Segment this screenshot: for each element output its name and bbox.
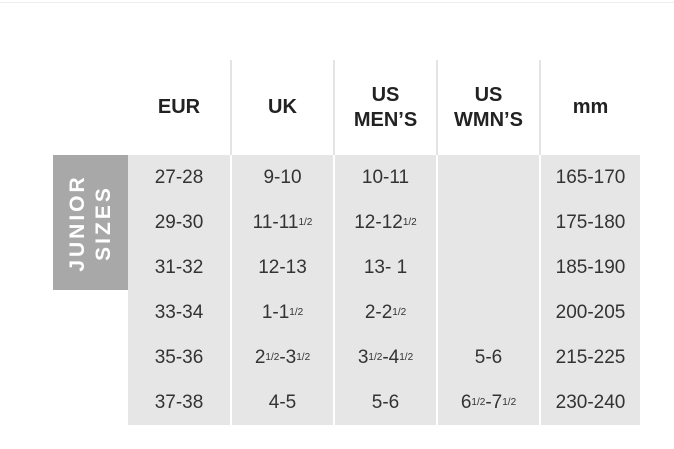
cell-text: 230-240 bbox=[555, 391, 626, 413]
table-cell bbox=[438, 200, 539, 245]
cell-text: 33-34 bbox=[154, 301, 204, 323]
table-cell: 31-32 bbox=[128, 245, 230, 290]
cell-text: -7 bbox=[485, 391, 503, 413]
cell-text: 5-6 bbox=[371, 391, 400, 413]
cell-text: 35-36 bbox=[154, 346, 204, 368]
table-cell: 11-11 1/2 bbox=[232, 200, 333, 245]
table-cell: 165-170 bbox=[541, 155, 640, 200]
column-header: mm bbox=[541, 60, 640, 155]
table-cell: 3 1/2 -4 1/2 bbox=[335, 335, 436, 380]
header-line: WMN’S bbox=[454, 108, 523, 131]
cell-text: 4-5 bbox=[268, 391, 297, 413]
cell-text: 1-1 bbox=[261, 301, 290, 323]
side-label: JUNIOR SIZES bbox=[65, 174, 117, 271]
cell-text: -4 bbox=[382, 346, 400, 368]
cell-text: 13- 1 bbox=[363, 256, 408, 278]
header-line: US bbox=[371, 83, 400, 106]
table-cell: 4-5 bbox=[232, 380, 333, 425]
table-cell: 12-13 bbox=[232, 245, 333, 290]
side-label-line: SIZES bbox=[91, 184, 115, 261]
cell-text: 10-11 bbox=[361, 166, 410, 188]
cell-text: 2 bbox=[254, 346, 266, 368]
table-cell: 29-30 bbox=[128, 200, 230, 245]
cell-text: 27-28 bbox=[154, 166, 204, 188]
table-cell: 200-205 bbox=[541, 290, 640, 335]
table-cell: 12-12 1/2 bbox=[335, 200, 436, 245]
column-header: UK bbox=[232, 60, 333, 155]
table-cell: 185-190 bbox=[541, 245, 640, 290]
cell-text: 12-12 bbox=[354, 211, 403, 233]
side-label-box: JUNIOR SIZES bbox=[53, 155, 128, 290]
table-cell: 37-38 bbox=[128, 380, 230, 425]
table-cell: 175-180 bbox=[541, 200, 640, 245]
cell-text: 5-6 bbox=[474, 346, 503, 368]
cell-text: 2-2 bbox=[364, 301, 393, 323]
table-cell bbox=[438, 245, 539, 290]
cell-text: 185-190 bbox=[555, 256, 626, 278]
cell-text: 3 bbox=[357, 346, 369, 368]
cell-text: -3 bbox=[279, 346, 297, 368]
table-cell: 33-34 bbox=[128, 290, 230, 335]
table-cell: 2-2 1/2 bbox=[335, 290, 436, 335]
table-cell: 1-1 1/2 bbox=[232, 290, 333, 335]
column-header: US WMN’S bbox=[438, 60, 539, 155]
cell-text: 165-170 bbox=[555, 166, 626, 188]
table-cell: 5-6 bbox=[335, 380, 436, 425]
cell-text: 175-180 bbox=[555, 211, 626, 233]
header-line: EUR bbox=[157, 96, 201, 118]
header-line: MEN’S bbox=[353, 108, 418, 131]
header-line: mm bbox=[572, 96, 609, 118]
table-cell bbox=[438, 290, 539, 335]
cell-text: 11-11 bbox=[252, 211, 299, 233]
cell-text: 29-30 bbox=[154, 211, 204, 233]
column-header: US MEN’S bbox=[335, 60, 436, 155]
table-cell: 6 1/2 -7 1/2 bbox=[438, 380, 539, 425]
cell-text: 215-225 bbox=[555, 346, 626, 368]
table-cell: 5-6 bbox=[438, 335, 539, 380]
cell-text: 9-10 bbox=[263, 166, 302, 188]
table-cell: 35-36 bbox=[128, 335, 230, 380]
header-line: US bbox=[474, 83, 503, 106]
table-cell: 27-28 bbox=[128, 155, 230, 200]
table-cell: 10-11 bbox=[335, 155, 436, 200]
header-divider bbox=[436, 60, 438, 155]
top-rule bbox=[0, 2, 674, 3]
table-cell: 9-10 bbox=[232, 155, 333, 200]
table-cell: 230-240 bbox=[541, 380, 640, 425]
cell-text: 12-13 bbox=[258, 256, 307, 278]
cell-text: 31-32 bbox=[154, 256, 204, 278]
header-line: UK bbox=[268, 96, 297, 118]
cell-text: 200-205 bbox=[555, 301, 626, 323]
table-cell: 13- 1 bbox=[335, 245, 436, 290]
column-header: EUR bbox=[128, 60, 230, 155]
table-cell bbox=[438, 155, 539, 200]
table-cell: 2 1/2 -3 1/2 bbox=[232, 335, 333, 380]
side-label-line: JUNIOR bbox=[65, 173, 89, 272]
table-cell: 215-225 bbox=[541, 335, 640, 380]
cell-text: 6 bbox=[460, 391, 472, 413]
cell-text: 37-38 bbox=[154, 391, 204, 413]
header-divider bbox=[539, 60, 541, 155]
header-divider bbox=[230, 60, 232, 155]
header-divider bbox=[333, 60, 335, 155]
